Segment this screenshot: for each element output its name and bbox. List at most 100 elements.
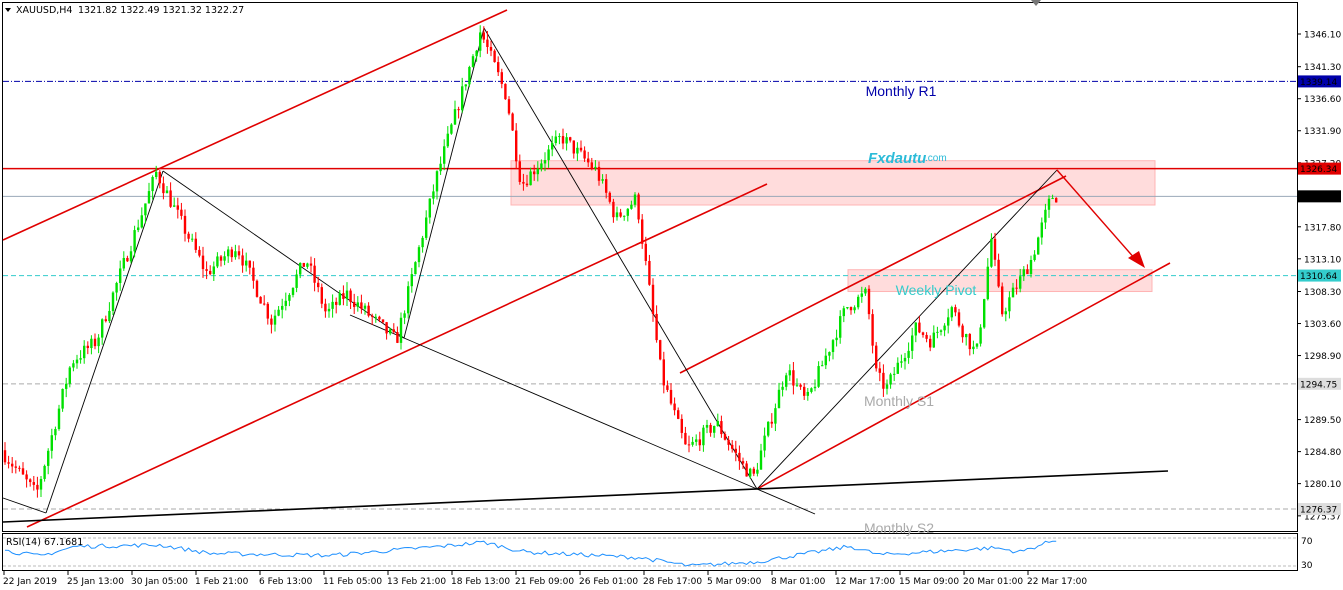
candle [961,323,964,343]
candle [461,77,464,113]
candle-body [637,194,640,220]
chart-shift-marker[interactable] [1031,0,1041,6]
candle [1037,236,1040,255]
candle [227,246,230,263]
candle-body [705,424,709,428]
candle [216,252,219,269]
candle [86,341,89,355]
candle-body [385,322,388,334]
candle [212,261,215,282]
candle-body [860,293,863,297]
candle-body [698,439,701,446]
candle-body [493,50,496,63]
candle-body [399,317,403,343]
chart-menu-icon[interactable] [5,8,11,12]
candle [29,478,32,487]
candle [695,434,698,446]
candle-body [245,260,248,266]
candle [615,206,619,221]
candle-body [309,263,313,266]
trend-line-11 [403,337,758,490]
candle [335,297,338,314]
price-badge-3: 1310.64 [1298,269,1341,282]
candle-body [407,286,410,314]
candle [57,404,61,431]
candle [950,305,953,322]
y-tick-label-2: 1336.60 [1304,95,1341,105]
candle-body [122,257,125,269]
candle-body [1019,276,1022,289]
candle [137,219,140,233]
candle-body [288,294,291,301]
candle-body [835,337,838,341]
candle [83,340,86,364]
candle [662,351,665,394]
candle [637,192,640,224]
candle [572,140,575,159]
candle [407,281,410,319]
candle [97,334,100,354]
candle-body [86,345,89,349]
candle [763,427,766,458]
candle-body [896,362,899,374]
resistance-zone [510,160,1156,206]
price-badge-text: 1294.75 [1300,380,1337,390]
x-tick-label-12: 8 Mar 01:00 [771,577,826,587]
candle [266,302,269,325]
candle [205,261,208,280]
candle-body [608,192,611,202]
candle [428,198,431,224]
candle [597,161,601,186]
candle [47,448,50,475]
candle-body [50,435,53,451]
candle-body [295,274,298,288]
candle [601,174,604,184]
candle-body [140,215,143,228]
candle-body [47,450,50,466]
candle [133,225,136,258]
candle [277,306,280,317]
y-tick-label-14: 1280.10 [1304,480,1341,490]
candle [997,253,1000,288]
candle-body [644,243,647,261]
candle [749,467,752,479]
candle [630,200,633,210]
candle [709,422,712,437]
candle-body [371,315,374,317]
candle [349,288,352,310]
candle-body [270,318,273,325]
candle [223,251,226,266]
candle [558,133,561,145]
candle-body [990,238,993,267]
candle-body [266,303,269,319]
candle [536,161,539,182]
candle [511,112,514,131]
candle [403,310,406,325]
candle [907,342,910,364]
candle [543,152,547,172]
candle-body [572,140,575,154]
candle [828,351,831,362]
candle-body [957,312,961,326]
candle-body [162,183,165,194]
candle-body [83,345,86,359]
candle-body [198,249,201,256]
candle [327,303,331,318]
candle-body [882,372,885,389]
candle-body [716,421,719,427]
candle [1051,194,1054,200]
candle-body [39,478,43,490]
candle-body [252,267,255,281]
candle-body [525,183,529,186]
candle [911,327,914,359]
candle [245,252,248,272]
candle-body [799,384,802,387]
candle [162,176,165,200]
candle-body [381,319,385,323]
trend-line-5 [2,497,47,514]
candle-body [417,247,421,263]
candle-body [1001,286,1004,315]
candle-body [187,233,190,239]
trend-line-14 [1056,169,1137,261]
candle [853,305,856,314]
